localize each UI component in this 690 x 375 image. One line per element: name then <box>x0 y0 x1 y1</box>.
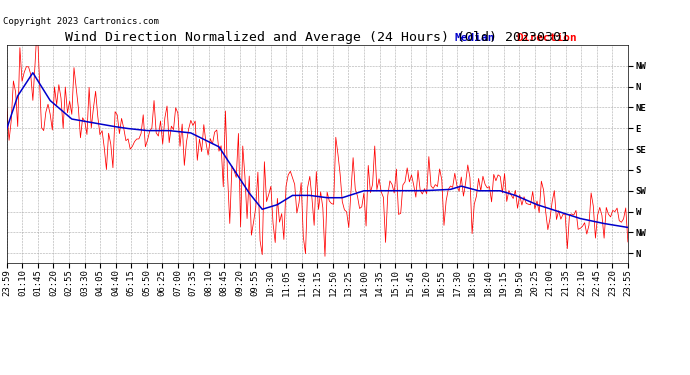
Title: Wind Direction Normalized and Average (24 Hours) (Old) 20230301: Wind Direction Normalized and Average (2… <box>66 31 569 44</box>
Text: Copyright 2023 Cartronics.com: Copyright 2023 Cartronics.com <box>3 17 159 26</box>
Text: Median: Median <box>454 33 495 43</box>
Text: Direction: Direction <box>516 33 577 43</box>
